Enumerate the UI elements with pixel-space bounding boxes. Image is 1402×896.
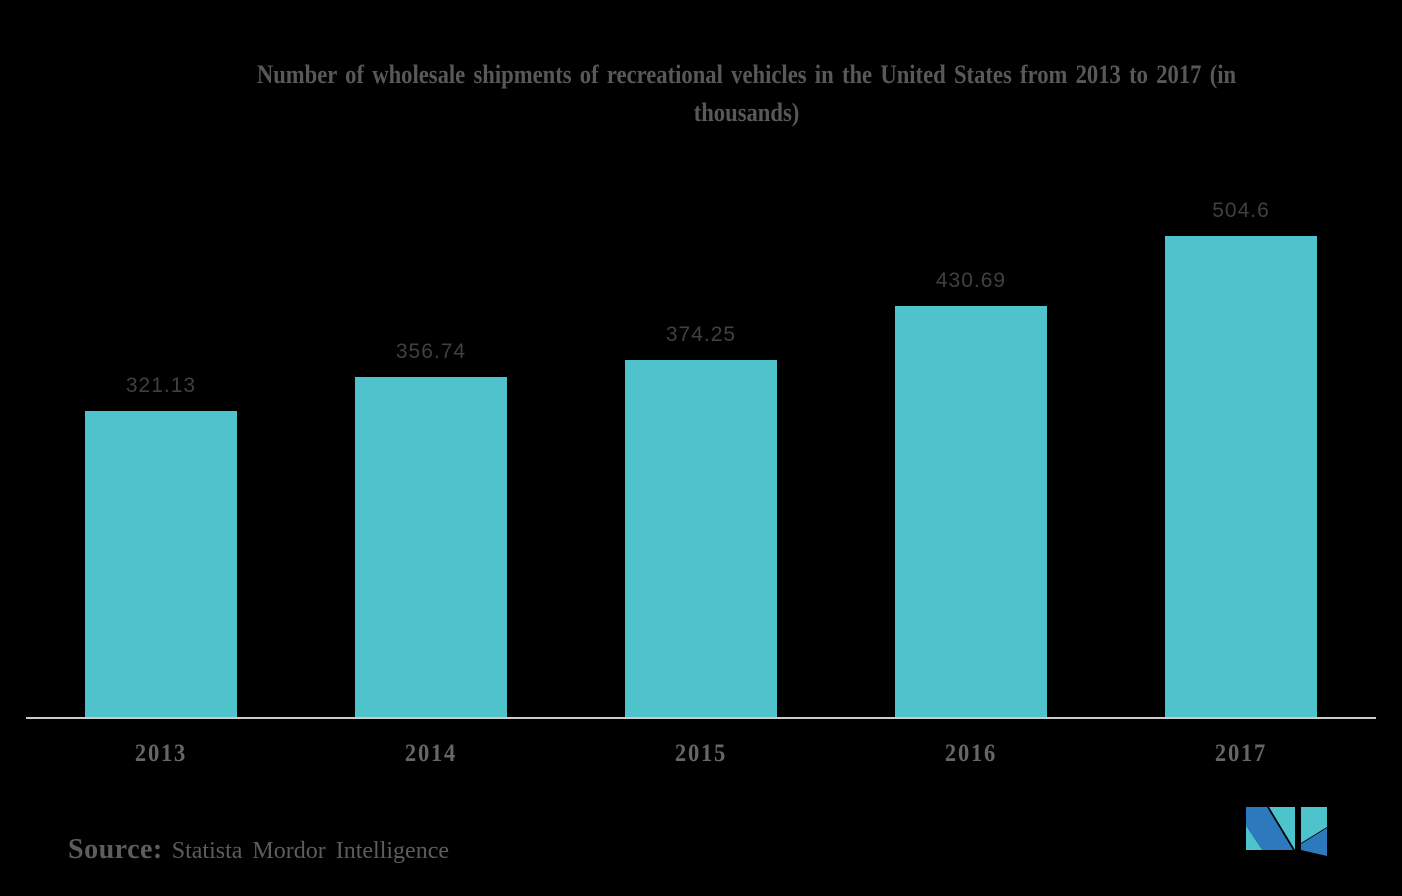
chart-title-line-1: Number of wholesale shipments of recreat… [256, 60, 1237, 89]
chart-title: Number of wholesale shipments of recreat… [91, 56, 1402, 132]
x-tick-2013: 2013 [26, 740, 296, 768]
source-text: Statista Mordor Intelligence [171, 838, 450, 864]
bar-2013 [85, 411, 237, 717]
bar-group-2013: 321.13 [26, 0, 296, 717]
value-label-2015: 374.25 [665, 323, 737, 346]
value-label-2017: 504.6 [1212, 199, 1270, 222]
source-label: Source: [68, 834, 163, 865]
x-tick-2016: 2016 [836, 740, 1106, 768]
logo-m-teal-top-right [1269, 807, 1295, 850]
logo-m-blue-band [1246, 807, 1293, 850]
mordor-intelligence-logo [1246, 807, 1327, 856]
x-tick-label-2016: 2016 [944, 740, 998, 767]
x-tick-2017: 2017 [1106, 740, 1376, 768]
x-tick-label-2013: 2013 [134, 740, 188, 767]
bar-2015 [625, 360, 777, 717]
bar-group-2014: 356.74 [296, 0, 566, 717]
x-axis-line [26, 717, 1376, 719]
logo-i-blue [1301, 828, 1327, 856]
bar-group-2017: 504.6 [1106, 0, 1376, 717]
value-label-2016: 430.69 [935, 269, 1007, 292]
bar-2014 [355, 377, 507, 717]
bar-2016 [895, 306, 1047, 717]
x-tick-label-2017: 2017 [1214, 740, 1268, 767]
x-axis-labels: 2013 2014 2015 2016 2017 [26, 740, 1376, 768]
logo-i-teal [1301, 807, 1327, 843]
bar-group-2016: 430.69 [836, 0, 1106, 717]
x-tick-label-2015: 2015 [674, 740, 728, 767]
value-label-2014: 356.74 [395, 340, 467, 363]
plot-area: 321.13 356.74 374.25 430.69 504.6 [26, 0, 1376, 717]
logo-m-teal-bottom-left [1246, 826, 1262, 850]
x-tick-2014: 2014 [296, 740, 566, 768]
bar-2017 [1165, 236, 1317, 717]
source-note: Source: Statista Mordor Intelligence [68, 834, 449, 866]
x-tick-2015: 2015 [566, 740, 836, 768]
value-label-2013: 321.13 [125, 374, 197, 397]
x-tick-label-2014: 2014 [404, 740, 458, 767]
bar-group-2015: 374.25 [566, 0, 836, 717]
chart-title-line-2: thousands) [693, 98, 800, 127]
